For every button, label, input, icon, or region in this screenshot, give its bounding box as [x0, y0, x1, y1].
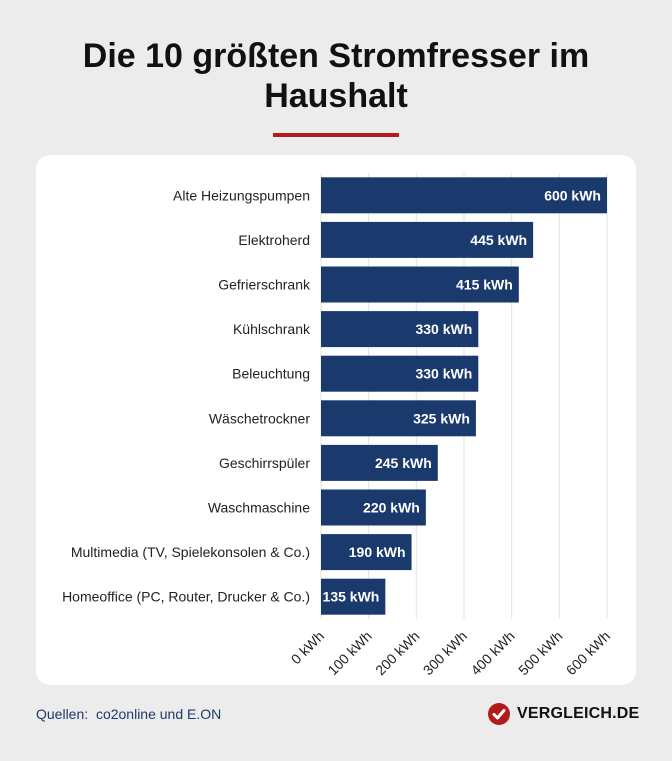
- bar: [321, 400, 476, 437]
- value-label: 190 kWh: [349, 544, 406, 560]
- tick-label: 100 kWh: [324, 628, 374, 678]
- tick-label: 200 kWh: [372, 628, 422, 678]
- brand-name: VERGLEICH.DE: [517, 705, 640, 722]
- tick-label: 500 kWh: [515, 628, 565, 678]
- bar: [321, 266, 519, 303]
- value-label: 445 kWh: [470, 232, 527, 248]
- bar: [321, 221, 534, 258]
- bar: [321, 578, 386, 615]
- category-label: Beleuchtung: [232, 366, 310, 382]
- chart-card: Alte Heizungspumpen 600 kWh Elektroherd 445…: [36, 155, 636, 685]
- value-label: 325 kWh: [413, 410, 470, 426]
- bar: [321, 355, 479, 392]
- category-label: Homeoffice (PC, Router, Drucker & Co.): [62, 589, 310, 605]
- value-label: 415 kWh: [456, 277, 513, 293]
- tick-label: 400 kWh: [467, 628, 517, 678]
- category-label: Geschirrspüler: [219, 455, 310, 471]
- sources-text: co2online und E.ON: [95, 706, 222, 722]
- tick-label: 600 kWh: [563, 628, 613, 678]
- value-label: 135 kWh: [323, 589, 380, 605]
- sources-line: Quellen: co2online und E.ON: [36, 706, 221, 722]
- value-label: 220 kWh: [363, 500, 420, 516]
- category-label: Wäschetrockner: [209, 410, 310, 426]
- bar: [321, 444, 438, 481]
- brand-logo: VERGLEICH.DE: [488, 703, 639, 725]
- category-label: Multimedia (TV, Spielekonsolen & Co.): [71, 544, 310, 560]
- value-label: 330 kWh: [415, 321, 472, 337]
- value-label: 600 kWh: [544, 187, 601, 203]
- category-label: Kühlschrank: [233, 321, 311, 337]
- category-label: Alte Heizungspumpen: [173, 187, 310, 203]
- bar: [321, 177, 607, 214]
- value-label: 330 kWh: [415, 366, 472, 382]
- bar-chart: Alte Heizungspumpen 600 kWh Elektroherd 445…: [62, 173, 613, 678]
- category-label: Waschmaschine: [208, 500, 310, 516]
- title-underline: [273, 133, 399, 137]
- sources-label: Quellen:: [36, 706, 89, 722]
- category-label: Elektroherd: [238, 232, 310, 248]
- check-circle-icon: [488, 703, 510, 725]
- page-title: Die 10 größten Stromfresser im Haushalt: [82, 37, 590, 115]
- bar: [321, 489, 426, 526]
- value-label: 245 kWh: [375, 455, 432, 471]
- tick-label: 0 kWh: [288, 628, 327, 667]
- bar: [321, 534, 412, 571]
- bar: [321, 311, 479, 348]
- tick-label: 300 kWh: [420, 628, 470, 678]
- category-label: Gefrierschrank: [218, 277, 311, 293]
